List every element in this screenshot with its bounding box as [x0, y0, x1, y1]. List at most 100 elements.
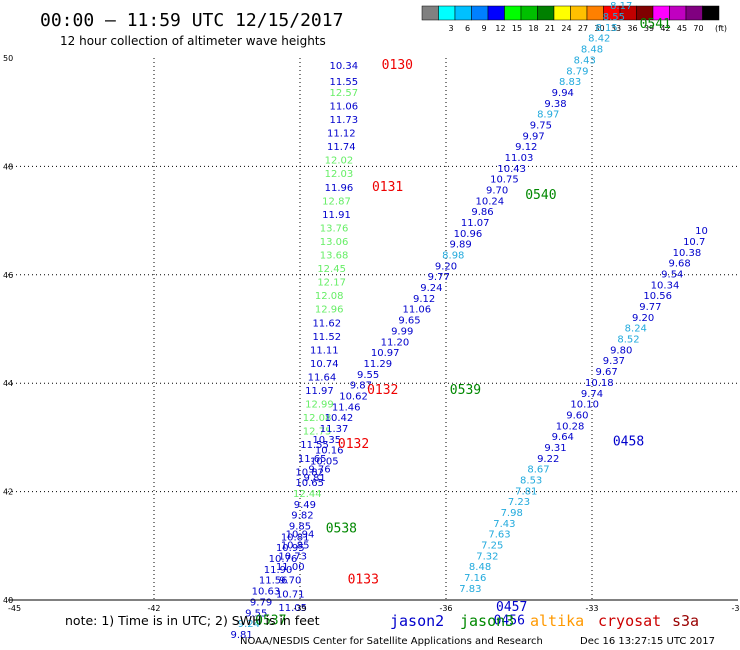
wave-height-value: 8.52 — [617, 335, 639, 346]
wave-height-value: 10.34 — [329, 61, 358, 72]
pass-label: 0131 — [372, 180, 403, 195]
wave-height-value: 9.31 — [544, 443, 566, 454]
legend-swatch — [487, 5, 505, 21]
legend-swatch — [586, 5, 604, 21]
wave-height-value: 12.08 — [315, 291, 344, 302]
wave-height-value: 9.97 — [522, 131, 544, 142]
wave-height-value: 9.38 — [544, 99, 566, 110]
wave-height-value: 11.64 — [308, 372, 337, 383]
wave-height-value: 9.75 — [530, 120, 552, 131]
wave-height-value: 10.56 — [643, 291, 672, 302]
legend-label: 3 — [448, 24, 453, 33]
wave-height-value: 7.83 — [459, 584, 481, 595]
wave-height-value: 12.17 — [317, 278, 346, 289]
wave-height-value: 8.15 — [595, 23, 617, 34]
pass-label: 0130 — [382, 58, 413, 73]
pass-label: 0537 — [255, 613, 286, 628]
legend-swatch — [438, 5, 456, 21]
wave-height-value: 9.55 — [357, 370, 379, 381]
wave-height-value: 9.60 — [566, 410, 588, 421]
wave-height-value: 10.97 — [371, 348, 400, 359]
legend-label: 33 — [611, 24, 621, 33]
lon-tick-label: -45 — [8, 604, 21, 613]
wave-height-value: 12.96 — [315, 305, 344, 316]
wave-height-value: 10.38 — [673, 248, 702, 259]
wave-height-value: 8.67 — [527, 465, 549, 476]
wave-height-value: 11.91 — [322, 210, 351, 221]
lat-tick-label: 50 — [3, 54, 13, 63]
lon-tick-label: -30 — [731, 604, 740, 613]
wave-height-value: 10.18 — [585, 378, 614, 389]
wave-height-value: 11.65 — [298, 454, 327, 465]
wave-height-value: 12.57 — [329, 88, 358, 99]
wave-height-value: 9.79 — [250, 597, 272, 608]
legend-label: 24 — [561, 24, 571, 33]
wave-height-value: 7.23 — [508, 497, 530, 508]
wave-height-value: 9.65 — [398, 316, 420, 327]
legend-swatch — [570, 5, 588, 21]
legend-swatch — [553, 5, 571, 21]
wave-height-value: 11.56 — [259, 576, 288, 587]
wave-height-value: 10.16 — [315, 446, 344, 457]
wave-height-value: 11.74 — [327, 142, 356, 153]
wave-height-value: 10.35 — [312, 435, 341, 446]
wave-height-value: 9.77 — [428, 272, 450, 283]
wave-height-value: 11.12 — [327, 129, 356, 140]
wave-height-value: 11.06 — [402, 305, 431, 316]
wave-height-value: 13.76 — [320, 223, 349, 234]
wave-height-value: 9.81 — [303, 473, 325, 484]
legend-label: 12 — [495, 24, 505, 33]
legend-label: 30 — [594, 24, 604, 33]
wave-height-value: 11.55 — [329, 77, 358, 88]
wave-height-value: 10.62 — [339, 391, 368, 402]
wave-height-value: 7.98 — [501, 508, 523, 519]
wave-height-value: 10.28 — [556, 421, 585, 432]
wave-height-value: 11.97 — [305, 386, 334, 397]
wave-height-value: 9.24 — [420, 283, 442, 294]
legend-label: 70 — [693, 24, 703, 33]
wave-height-value: 11.46 — [332, 402, 361, 413]
footer-note: note: 1) Time is in UTC; 2) SWH is in fe… — [65, 613, 320, 628]
wave-height-value: 9.12 — [413, 294, 435, 305]
wave-height-value: 10.43 — [497, 164, 526, 175]
wave-height-value: 11.90 — [264, 565, 293, 576]
pass-label: 0456 — [494, 613, 525, 628]
wave-height-value: 12.75 — [303, 427, 332, 438]
legend-label: 18 — [528, 24, 538, 33]
wave-height-value: 11.20 — [381, 337, 410, 348]
wave-height-value: 12.08 — [303, 413, 332, 424]
wave-height-value: 10.65 — [295, 478, 324, 489]
footer-credit: NOAA/NESDIS Center for Satellite Applica… — [240, 636, 543, 647]
lon-tick-label: -42 — [147, 604, 160, 613]
wave-height-value: 9.67 — [595, 367, 617, 378]
legend-swatch — [421, 5, 439, 21]
wave-height-value: 10.96 — [454, 229, 483, 240]
wave-height-value: 7.63 — [488, 530, 510, 541]
map-axes: -45-42-39-36-33-30404244464850 — [3, 54, 740, 613]
wave-height-value: 8.42 — [588, 34, 610, 45]
wave-height-value: 9.82 — [291, 511, 313, 522]
satellite-name: altika — [530, 612, 584, 630]
wave-height-value: 9.54 — [661, 270, 683, 281]
pass-label: 0457 — [496, 600, 527, 615]
pass-label: 0458 — [613, 435, 644, 450]
wave-height-value: 7.81 — [515, 486, 537, 497]
wave-height-value: 8.97 — [537, 110, 559, 121]
page-title: 00:00 – 11:59 UTC 12/15/2017 — [40, 10, 343, 31]
wave-height-value: 11.37 — [320, 424, 349, 435]
wave-height-value: 9.24 — [238, 619, 260, 630]
wave-height-value: 8.83 — [559, 77, 581, 88]
lon-tick-label: -36 — [439, 604, 452, 613]
wave-height-value: 9.77 — [639, 302, 661, 313]
lat-tick-label: 42 — [3, 488, 13, 497]
color-legend: 3 6 9 12 15 18 21 24 27 30 33 36 39 42 45 70 — [421, 5, 720, 33]
wave-height-value: 9.70 — [279, 576, 301, 587]
lat-tick-label: 44 — [3, 379, 13, 388]
wave-height-value: 10.75 — [490, 175, 519, 186]
wave-height-value: 12.44 — [293, 489, 322, 500]
pass-label: 0541 — [640, 17, 671, 32]
wave-height-value: 11.07 — [461, 218, 490, 229]
wave-height-value: 7.16 — [464, 573, 486, 584]
